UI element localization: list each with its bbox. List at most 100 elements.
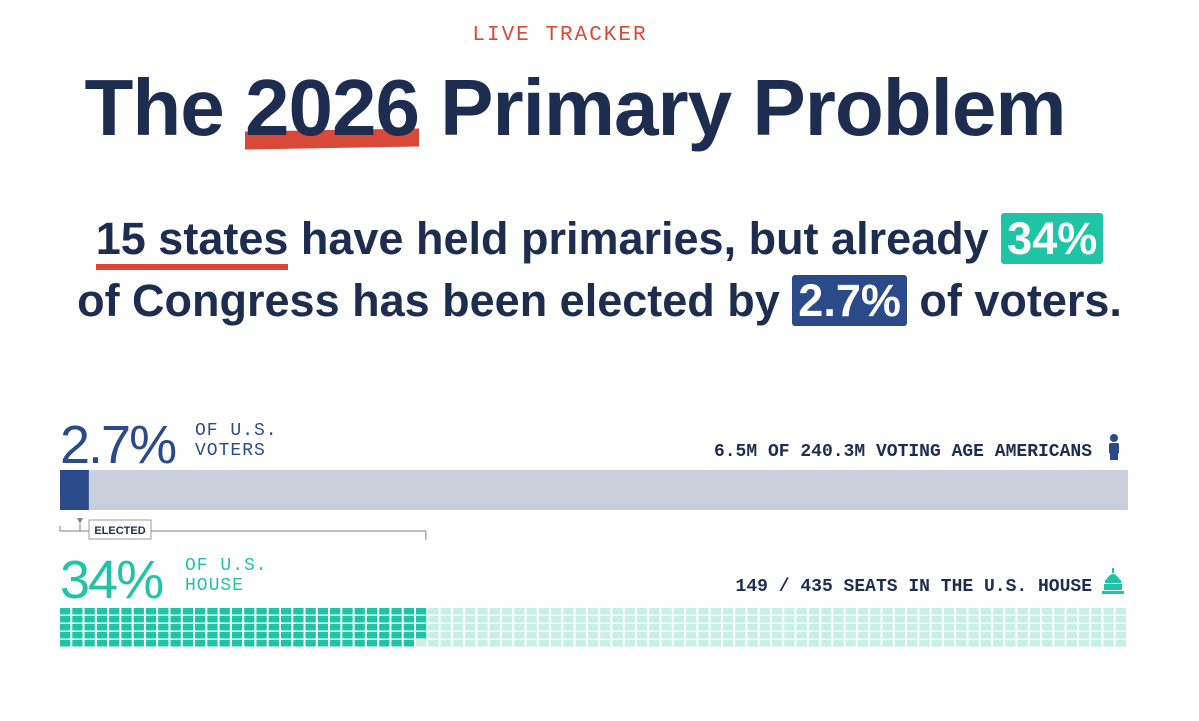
- seat-open: [612, 608, 623, 615]
- seat-elected: [403, 632, 414, 639]
- seat-open: [992, 616, 1004, 623]
- seat-elected: [305, 616, 316, 623]
- seat-elected: [96, 624, 108, 631]
- seat-open: [722, 640, 734, 647]
- headline: 15 states have held primaries, but alrea…: [0, 208, 1199, 332]
- seat-open: [440, 640, 451, 647]
- seat-open: [636, 632, 648, 639]
- seat-elected: [391, 608, 402, 615]
- seat-open: [759, 624, 770, 631]
- voter-bar: [60, 470, 89, 510]
- seat-elected: [60, 624, 71, 631]
- seat-open: [1029, 624, 1041, 631]
- seat-open: [465, 632, 476, 639]
- seat-elected: [182, 624, 194, 631]
- seat-open: [784, 616, 795, 623]
- seat-elected: [416, 616, 427, 623]
- seat-open: [636, 624, 648, 631]
- seat-open: [857, 632, 869, 639]
- seat-open: [1066, 624, 1077, 631]
- seat-elected: [207, 616, 218, 623]
- seat-open: [636, 640, 648, 647]
- seat-open: [796, 624, 807, 631]
- seat-elected: [219, 632, 230, 639]
- seat-open: [1066, 616, 1077, 623]
- seat-open: [600, 608, 611, 615]
- seat-open: [489, 640, 500, 647]
- seat-open: [661, 616, 672, 623]
- seat-elected: [195, 632, 206, 639]
- seat-elected: [354, 616, 365, 623]
- seat-elected: [231, 632, 243, 639]
- seat-elected: [158, 624, 169, 631]
- seat-open: [477, 616, 488, 623]
- seat-open: [673, 624, 685, 631]
- seat-open: [931, 640, 942, 647]
- seat-elected: [158, 616, 169, 623]
- seat-open: [636, 608, 648, 615]
- seat-open: [698, 632, 709, 639]
- seat-elected: [84, 632, 95, 639]
- seat-open: [857, 640, 869, 647]
- seat-open: [563, 640, 574, 647]
- seat-elected: [72, 624, 83, 631]
- seat-open: [968, 640, 979, 647]
- seat-open: [551, 608, 562, 615]
- seat-open: [956, 624, 967, 631]
- seat-open: [943, 616, 955, 623]
- seat-open: [1005, 616, 1016, 623]
- seat-open: [992, 640, 1004, 647]
- seat-elected: [60, 640, 71, 647]
- seat-open: [833, 616, 844, 623]
- seat-open: [428, 608, 439, 615]
- seat-open: [1017, 640, 1028, 647]
- seat-elected: [391, 624, 402, 631]
- seat-open: [1054, 624, 1065, 631]
- seat-elected: [84, 640, 95, 647]
- seat-open: [808, 632, 820, 639]
- seat-open: [710, 624, 721, 631]
- seat-elected: [293, 624, 304, 631]
- seat-open: [882, 632, 893, 639]
- seat-open: [1017, 608, 1028, 615]
- seat-open: [686, 632, 697, 639]
- seat-elected: [145, 624, 157, 631]
- seat-open: [649, 616, 660, 623]
- seat-elected: [416, 624, 427, 631]
- seat-open: [514, 632, 525, 639]
- seat-elected: [182, 608, 194, 615]
- voter-track: [60, 470, 1128, 510]
- seat-elected: [256, 632, 267, 639]
- seat-elected: [231, 608, 243, 615]
- seat-open: [870, 624, 881, 631]
- seat-open: [882, 624, 893, 631]
- seat-open: [943, 608, 955, 615]
- seat-elected: [84, 624, 95, 631]
- seat-open: [563, 608, 574, 615]
- seat-elected: [121, 640, 132, 647]
- seat-open: [1054, 640, 1065, 647]
- seat-elected: [403, 616, 414, 623]
- capitol-icon: [1102, 568, 1124, 594]
- seat-open: [722, 616, 734, 623]
- seat-open: [894, 608, 906, 615]
- seat-open: [808, 624, 820, 631]
- seat-open: [722, 624, 734, 631]
- seat-open: [1005, 624, 1016, 631]
- seat-elected: [342, 616, 353, 623]
- seat-elected: [84, 608, 95, 615]
- seat-open: [907, 640, 918, 647]
- seat-open: [600, 632, 611, 639]
- seat-open: [1005, 608, 1016, 615]
- seat-open: [845, 632, 856, 639]
- seat-elected: [317, 624, 329, 631]
- seat-elected: [133, 608, 144, 615]
- seat-open: [440, 624, 451, 631]
- seat-open: [907, 608, 918, 615]
- seat-open: [661, 624, 672, 631]
- seat-open: [526, 640, 537, 647]
- seat-open: [575, 608, 586, 615]
- seat-elected: [121, 624, 132, 631]
- seat-open: [600, 624, 611, 631]
- seat-elected: [96, 632, 108, 639]
